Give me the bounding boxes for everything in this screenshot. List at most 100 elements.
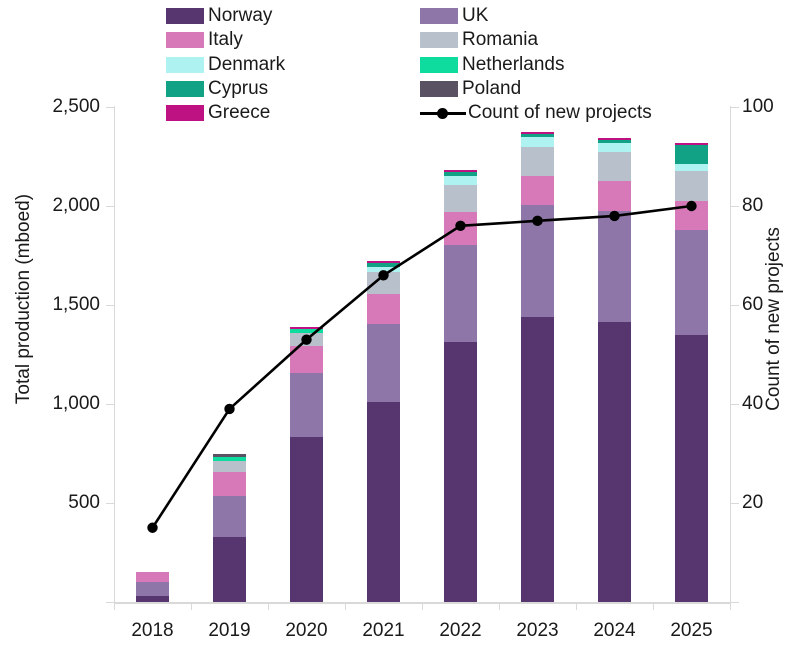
bar-segment-denmark-2021 (367, 267, 400, 273)
bar-segment-cyprus-2023 (521, 133, 554, 137)
x-axis-category-label: 2024 (593, 620, 636, 641)
bar-segment-romania-2024 (598, 151, 631, 182)
legend-label-poland: Poland (462, 77, 522, 99)
bar-segment-norway-2024 (598, 321, 631, 602)
bar-segment-uk-2018 (136, 582, 169, 597)
bar-segment-norway-2021 (367, 402, 400, 602)
x-axis-category-label: 2025 (670, 620, 713, 641)
legend-swatch-uk (420, 8, 458, 24)
left-axis-tick-label: 2,500 (52, 96, 100, 117)
bar-segment-italy-2022 (444, 211, 477, 245)
bar-segment-uk-2025 (675, 229, 708, 335)
bar-segment-italy-2018 (136, 572, 169, 583)
left-axis-tick (106, 305, 114, 306)
right-axis-tick (731, 503, 739, 504)
right-axis-tick-label: 100 (742, 96, 774, 117)
right-axis-tick (731, 602, 739, 603)
right-axis-tick (731, 206, 739, 207)
left-axis-tick (106, 404, 114, 405)
bar-segment-norway-2022 (444, 341, 477, 602)
legend-label-denmark: Denmark (208, 53, 286, 75)
bar-segment-greece-2024 (598, 137, 631, 140)
bar-segment-romania-2019 (213, 461, 246, 473)
bar-segment-uk-2022 (444, 244, 477, 342)
x-axis-tick (114, 602, 115, 610)
bar-segment-romania-2022 (444, 185, 477, 212)
bar-segment-greece-2025 (675, 142, 708, 145)
bar-segment-romania-2021 (367, 272, 400, 295)
x-axis-tick (268, 602, 269, 610)
right-axis-tick (731, 107, 739, 108)
left-axis-tick (106, 206, 114, 207)
x-axis-tick (653, 602, 654, 610)
x-axis-tick (191, 602, 192, 610)
x-axis-category-label: 2022 (439, 620, 482, 641)
bar-segment-italy-2025 (675, 201, 708, 230)
left-axis-tick (106, 503, 114, 504)
right-axis-tick-label: 40 (742, 393, 764, 414)
bar-segment-norway-2025 (675, 334, 708, 602)
legend-label-uk: UK (462, 5, 489, 26)
right-axis-tick-label: 80 (742, 195, 764, 216)
bar-segment-cyprus-2025 (675, 144, 708, 165)
bar-segment-denmark-2024 (598, 142, 631, 152)
bar-segment-denmark-2022 (444, 176, 477, 186)
x-axis-category-label: 2019 (208, 620, 251, 641)
bar-segment-uk-2020 (290, 373, 323, 437)
x-axis-category-label: 2018 (131, 620, 174, 641)
bar-segment-cyprus-2021 (367, 263, 400, 268)
left-axis-tick-label: 1,000 (52, 393, 100, 414)
bar-segment-netherlands-2019 (213, 457, 246, 462)
bar-segment-denmark-2023 (521, 136, 554, 147)
legend-label-italy: Italy (208, 29, 243, 51)
bar-segment-romania-2025 (675, 171, 708, 202)
bar-segment-italy-2019 (213, 472, 246, 497)
left-axis-tick-label: 500 (68, 492, 100, 513)
bar-segment-cyprus-2024 (598, 139, 631, 143)
left-axis-tick (106, 602, 114, 603)
legend-swatch-cyprus (166, 80, 204, 97)
bar-segment-uk-2021 (367, 323, 400, 402)
bar-segment-denmark-2025 (675, 164, 708, 172)
x-axis-tick (345, 602, 346, 610)
legend-swatch-denmark (166, 56, 204, 73)
legend-swatch-poland (420, 80, 458, 97)
legend-swatch-norway (166, 8, 204, 24)
bar-segment-cyprus-2022 (444, 172, 477, 177)
right-axis-line (730, 106, 731, 602)
left-axis-tick (106, 107, 114, 108)
legend-swatch-italy (166, 32, 204, 49)
legend-label-count-of-new-projects: Count of new projects (468, 102, 652, 124)
bar-segment-italy-2020 (290, 345, 323, 374)
legend-label-netherlands: Netherlands (462, 53, 565, 75)
bar-segment-uk-2019 (213, 496, 246, 537)
bar-segment-norway-2018 (136, 596, 169, 602)
bar-segment-italy-2024 (598, 181, 631, 211)
bar-segment-netherlands-2020 (290, 328, 323, 333)
legend-label-greece: Greece (208, 102, 271, 124)
left-axis-tick-label: 1,500 (52, 294, 100, 315)
x-axis-category-label: 2021 (362, 620, 405, 641)
bar-segment-norway-2020 (290, 436, 323, 602)
bar-segment-norway-2019 (213, 536, 246, 602)
x-axis-tick (499, 602, 500, 610)
bar-segment-greece-2023 (521, 131, 554, 134)
bar-segment-greece-2022 (444, 170, 477, 173)
right-axis-tick (731, 404, 739, 405)
legend-swatch-greece (166, 105, 204, 122)
bar-segment-romania-2023 (521, 146, 554, 177)
bar-segment-italy-2023 (521, 176, 554, 205)
legend-label-cyprus: Cyprus (208, 77, 269, 99)
legend-swatch-netherlands (420, 56, 458, 73)
legend-line-marker (437, 108, 448, 120)
left-axis-tick-label: 2,000 (52, 195, 100, 216)
x-axis-category-label: 2020 (285, 620, 328, 641)
x-axis-tick (422, 602, 423, 610)
line-marker-2018 (147, 522, 158, 533)
left-axis-line (114, 106, 115, 602)
legend-swatch-romania (420, 32, 458, 49)
legend-label-romania: Romania (462, 29, 539, 51)
bar-segment-poland-2019 (213, 453, 246, 458)
right-axis-tick-label: 60 (742, 294, 764, 315)
